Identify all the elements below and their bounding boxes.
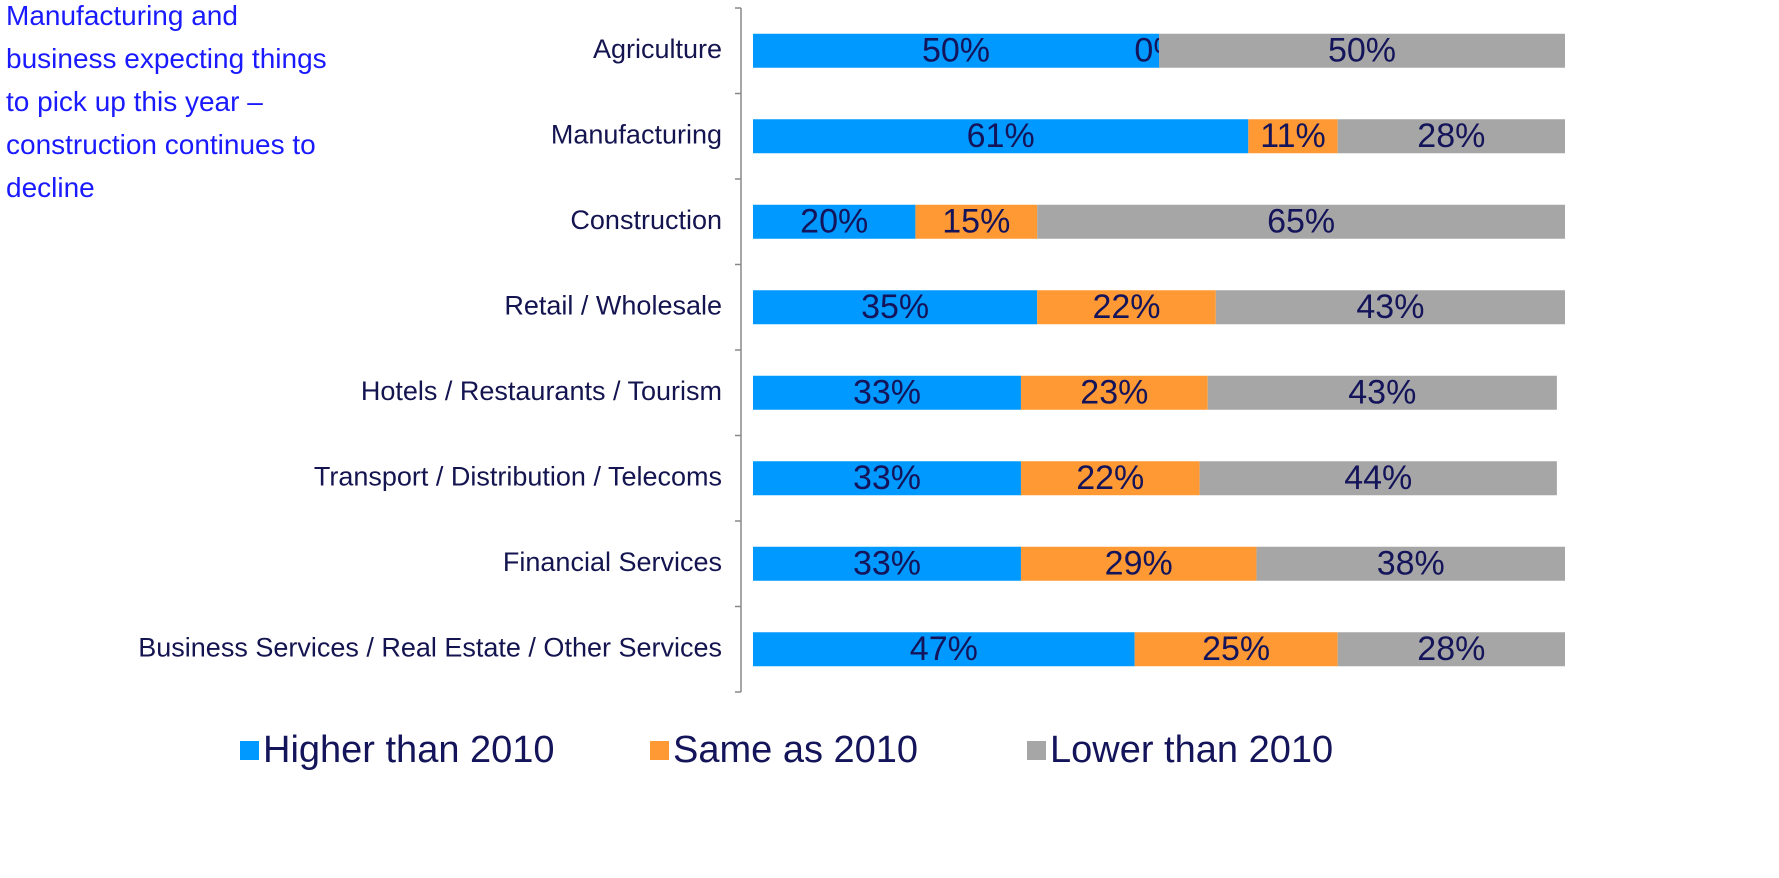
- bar-segment: [1037, 204, 1565, 239]
- bar-segment: [1215, 290, 1565, 325]
- legend-label: Lower than 2010: [1050, 729, 1333, 771]
- bar-segment: [753, 290, 1038, 325]
- category-label: Retail / Wholesale: [504, 290, 722, 320]
- bar-segment: [753, 33, 1159, 68]
- bar-segment: [753, 204, 916, 239]
- category-label: Financial Services: [503, 547, 722, 577]
- data-label: 50%: [1328, 32, 1396, 70]
- data-label: 29%: [1105, 545, 1173, 583]
- bar-segment: [1134, 632, 1338, 667]
- category-label: Hotels / Restaurants / Tourism: [361, 376, 722, 406]
- bar-segment: [753, 461, 1021, 496]
- bar-segment: [753, 546, 1021, 581]
- annotation: Manufacturing and business expecting thi…: [6, 0, 327, 203]
- data-label: 22%: [1076, 459, 1144, 497]
- data-label: 35%: [861, 288, 929, 326]
- category-label: Manufacturing: [551, 119, 722, 149]
- legend-label: Same as 2010: [673, 729, 918, 771]
- bar-segment: [1020, 546, 1257, 581]
- data-label: 22%: [1092, 288, 1160, 326]
- data-label: 33%: [853, 459, 921, 497]
- bar-segment: [1248, 119, 1338, 154]
- data-label: 33%: [853, 374, 921, 412]
- data-label: 65%: [1267, 203, 1335, 241]
- bar-segment: [1020, 375, 1208, 410]
- data-label: 25%: [1202, 630, 1270, 668]
- data-label: 33%: [853, 545, 921, 583]
- data-label: 28%: [1417, 117, 1485, 155]
- bar-segment: [753, 375, 1021, 410]
- bar-segment: [1337, 119, 1565, 154]
- category-label: Business Services / Real Estate / Other …: [138, 632, 722, 662]
- data-label: 11%: [1260, 117, 1326, 155]
- category-label: Agriculture: [593, 34, 722, 64]
- data-label: 47%: [910, 630, 978, 668]
- category-label: Transport / Distribution / Telecoms: [314, 461, 722, 491]
- data-label: 50%: [922, 32, 990, 70]
- data-label: 43%: [1348, 374, 1416, 412]
- bar-segment: [1199, 461, 1557, 496]
- bar-segment: [753, 119, 1249, 154]
- data-label: 61%: [967, 117, 1035, 155]
- legend-swatch: [650, 741, 669, 760]
- bar-segment: [1337, 632, 1565, 667]
- data-label: 20%: [800, 203, 868, 241]
- data-label: 15%: [942, 203, 1010, 241]
- bar-segment: [1256, 546, 1565, 581]
- data-label: 44%: [1344, 459, 1412, 497]
- legend-swatch: [240, 741, 259, 760]
- bar-segment: [1207, 375, 1557, 410]
- legend-swatch: [1027, 741, 1046, 760]
- bar-segment: [1037, 290, 1216, 325]
- bar-segment: [1159, 33, 1565, 68]
- data-label: 38%: [1377, 545, 1445, 583]
- bar-segment: [1020, 461, 1200, 496]
- bar-segment: [915, 204, 1038, 239]
- category-label: Construction: [570, 205, 722, 235]
- data-label: 23%: [1080, 374, 1148, 412]
- legend-label: Higher than 2010: [263, 729, 555, 771]
- bar-segment: [753, 632, 1135, 667]
- data-label: 28%: [1417, 630, 1485, 668]
- data-label: 43%: [1356, 288, 1424, 326]
